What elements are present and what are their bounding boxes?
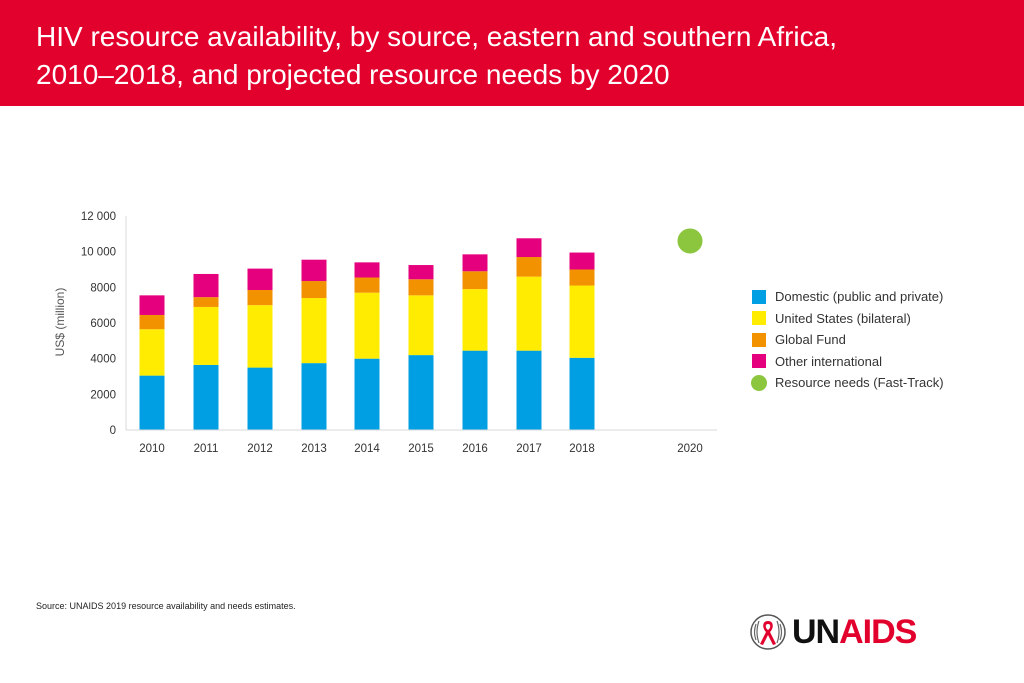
bar-segment xyxy=(408,279,434,296)
bar-segment xyxy=(516,350,542,430)
bar-segment xyxy=(193,364,219,430)
x-axis: 2010 2011 2012 2013 2014 2015 2016 2017 2018 2020 xyxy=(126,429,717,455)
x-tick-label: 2013 xyxy=(301,443,327,455)
bar-segment xyxy=(462,350,488,430)
bar-segment xyxy=(247,367,273,430)
legend-swatch xyxy=(752,332,766,347)
x-tick-label: 2015 xyxy=(408,443,434,455)
bar-segment xyxy=(408,265,434,280)
bar-segment xyxy=(516,257,542,277)
resource-needs-point xyxy=(677,228,703,254)
bar-segment xyxy=(139,329,165,376)
bar-segment xyxy=(193,273,219,298)
bar-segment xyxy=(139,314,165,330)
legend-item: Global Fund xyxy=(752,329,944,351)
x-tick-label: 2011 xyxy=(194,443,219,455)
bar-segment xyxy=(354,292,380,359)
legend-label: Other international xyxy=(775,353,882,369)
bar-segment xyxy=(354,358,380,430)
bar-segment xyxy=(569,269,595,286)
x-tick-label: 2020 xyxy=(677,443,703,455)
legend-label: United States (bilateral) xyxy=(775,310,911,326)
legend-swatch xyxy=(752,289,766,304)
bar-segment xyxy=(462,289,488,351)
source-label: Source: xyxy=(36,601,68,611)
y-tick-label: 6000 xyxy=(90,318,116,330)
bar-segment xyxy=(408,295,434,356)
logo-un: UN xyxy=(792,613,840,651)
title-line-1: HIV resource availability, by source, ea… xyxy=(36,21,837,52)
bar-segment xyxy=(301,281,327,299)
source-text: UNAIDS 2019 resource availability and ne… xyxy=(69,601,296,611)
legend-swatch xyxy=(751,374,767,391)
x-tick-label: 2010 xyxy=(139,443,165,455)
x-tick-label: 2012 xyxy=(247,443,273,455)
y-tick-label: 12 000 xyxy=(81,211,116,223)
unaids-ribbon-emblem-icon xyxy=(750,614,786,650)
source-note: Source: UNAIDS 2019 resource availabilit… xyxy=(36,601,296,611)
bar-segment xyxy=(516,276,542,351)
bar-segment xyxy=(408,355,434,430)
y-tick-label: 0 xyxy=(110,425,116,437)
page-title: HIV resource availability, by source, ea… xyxy=(36,18,996,94)
legend-item: United States (bilateral) xyxy=(752,308,944,330)
x-tick-label: 2014 xyxy=(354,443,380,455)
legend-item: Resource needs (Fast-Track) xyxy=(751,372,944,394)
title-banner: HIV resource availability, by source, ea… xyxy=(0,0,1024,106)
legend-label: Global Fund xyxy=(775,332,846,348)
bars xyxy=(139,228,703,430)
bar-segment xyxy=(139,375,165,430)
bar-segment xyxy=(193,306,219,365)
bar-segment xyxy=(354,277,380,293)
bar-segment xyxy=(569,252,595,270)
bar-segment xyxy=(569,357,595,430)
legend-item: Other international xyxy=(752,351,944,373)
legend-label: Domestic (public and private) xyxy=(775,289,944,305)
y-tick-label: 8000 xyxy=(90,282,116,294)
legend-swatch xyxy=(752,354,766,369)
y-axis: 0 2000 4000 6000 8000 10 000 12 000 xyxy=(81,211,127,437)
legend-item: Domestic (public and private) xyxy=(752,286,944,308)
logo-wordmark: UNAIDS xyxy=(792,610,917,654)
bar-segment xyxy=(354,262,380,278)
y-tick-label: 10 000 xyxy=(81,247,116,259)
y-tick-label: 2000 xyxy=(90,389,116,401)
bar-segment xyxy=(301,298,327,364)
bar-segment xyxy=(516,238,542,258)
title-line-2: 2010–2018, and projected resource needs … xyxy=(36,59,670,90)
x-tick-label: 2016 xyxy=(462,443,488,455)
unaids-logo: UNAIDS xyxy=(748,610,917,654)
bar-segment xyxy=(247,290,273,306)
legend-swatch xyxy=(752,311,766,326)
bar-segment xyxy=(301,259,327,282)
bar-segment xyxy=(462,254,488,272)
x-tick-label: 2018 xyxy=(569,443,595,455)
logo-aids: AIDS xyxy=(839,613,917,651)
legend-label: Resource needs (Fast-Track) xyxy=(775,375,944,391)
chart-legend: Domestic (public and private) United Stat… xyxy=(751,286,944,394)
y-tick-label: 4000 xyxy=(90,354,116,366)
bar-segment xyxy=(301,363,327,430)
y-axis-title: US$ (million) xyxy=(53,288,67,357)
bar-segment xyxy=(193,297,219,307)
bar-segment xyxy=(462,271,488,290)
bar-segment xyxy=(247,268,273,291)
bar-segment xyxy=(569,285,595,358)
bar-segment xyxy=(139,295,165,315)
bar-segment xyxy=(247,305,273,368)
x-tick-label: 2017 xyxy=(516,443,542,455)
